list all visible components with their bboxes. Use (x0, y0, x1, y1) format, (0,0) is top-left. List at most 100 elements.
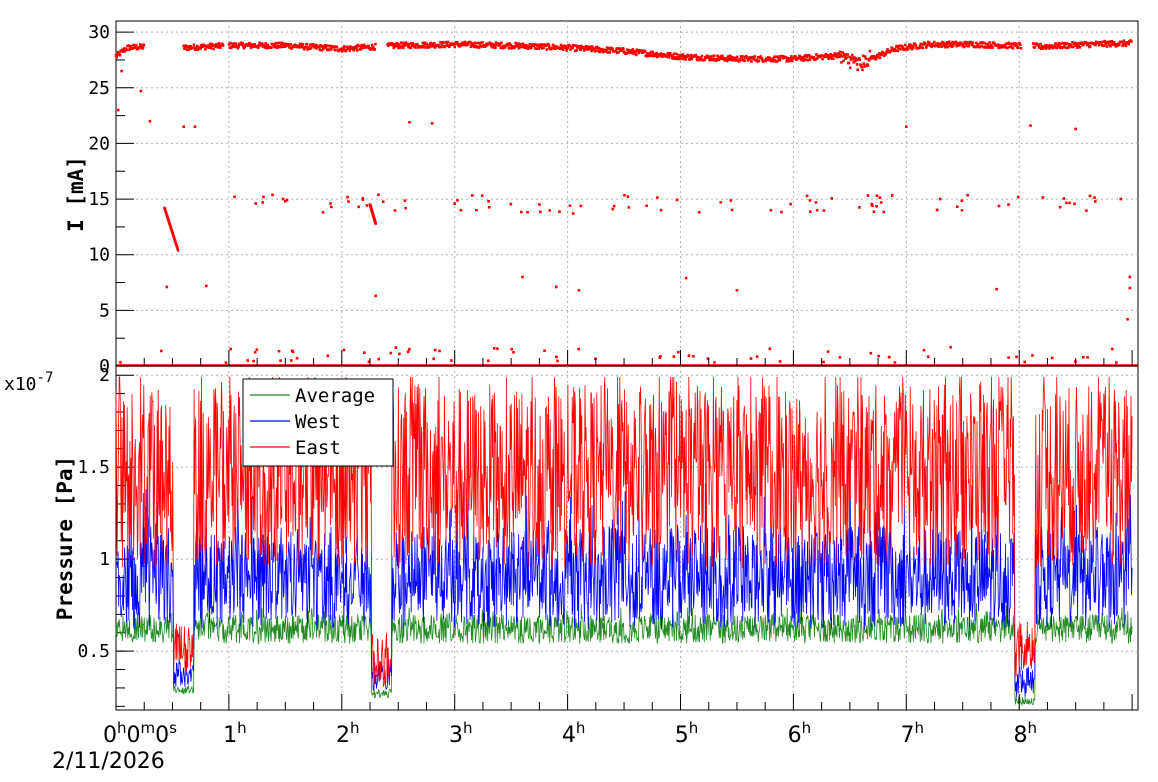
current-point (328, 45, 332, 48)
current-point (926, 43, 929, 47)
current-point (453, 45, 456, 49)
time-axis-ticks (115, 350, 1133, 710)
current-point (469, 45, 473, 49)
current-point (855, 58, 858, 62)
current-point (622, 47, 625, 51)
current-decay-point (172, 236, 176, 239)
current-point (856, 68, 860, 72)
current-point (1013, 44, 1017, 47)
current-low-point (1031, 354, 1034, 357)
current-point (249, 46, 253, 49)
current-point (569, 48, 572, 52)
current-point (233, 45, 237, 49)
current-point (1040, 45, 1044, 48)
current-point (547, 44, 551, 47)
current-mid-point (321, 211, 325, 214)
current-point (539, 43, 543, 46)
current-mid-point (656, 196, 659, 199)
current-low-point (432, 357, 435, 361)
current-point (1055, 46, 1059, 50)
current-mid-point (1093, 196, 1096, 199)
current-point (214, 45, 217, 49)
current-point (678, 57, 681, 61)
current-point (584, 44, 588, 48)
current-point (566, 46, 570, 50)
current-mid-point (475, 208, 478, 212)
current-mid-point (1041, 196, 1045, 199)
current-point (589, 47, 593, 51)
current-point (250, 43, 253, 47)
current-point (121, 48, 125, 52)
current-point (332, 45, 336, 49)
current-point (191, 46, 195, 49)
current-point (460, 43, 463, 46)
current-point (643, 49, 647, 53)
current-low-point (438, 349, 441, 353)
current-point (440, 43, 444, 46)
current-outlier-point (374, 294, 377, 298)
current-point (826, 54, 830, 57)
current-point (1059, 42, 1063, 46)
current-point (985, 42, 988, 46)
current-point (492, 43, 495, 46)
current-point (1071, 41, 1074, 44)
current-point (696, 55, 700, 59)
time-value: 1 (223, 723, 237, 748)
current-point (1065, 46, 1068, 50)
current-point (676, 56, 680, 59)
time-tick-label: 0h0m0s (103, 719, 177, 748)
current-point (918, 44, 922, 48)
current-point (409, 46, 412, 50)
current-point (445, 41, 448, 45)
current-point (706, 54, 709, 58)
current-point (1008, 42, 1012, 46)
current-low-point (326, 354, 330, 358)
current-point (294, 44, 298, 47)
current-point (626, 51, 630, 54)
current-point (860, 65, 864, 69)
current-point (660, 53, 663, 56)
current-low-point (672, 355, 676, 358)
current-point (216, 45, 219, 49)
current-point (616, 47, 620, 50)
current-point (472, 43, 475, 47)
current-point (211, 44, 215, 47)
current-point (608, 51, 612, 54)
current-point (815, 53, 818, 56)
current-point (605, 46, 609, 49)
current-point (872, 54, 876, 58)
current-mid-point (1065, 201, 1068, 205)
current-point (931, 42, 935, 46)
current-point (836, 55, 839, 58)
current-mid-point (1007, 203, 1010, 206)
current-point (874, 57, 878, 61)
current-point (667, 56, 671, 59)
current-point (656, 54, 660, 58)
current-point (233, 42, 236, 45)
current-mid-point (519, 210, 523, 214)
current-point (1096, 41, 1100, 44)
current-point (926, 40, 930, 44)
current-point (960, 43, 964, 46)
current-mid-point (966, 193, 969, 197)
current-point (485, 42, 488, 46)
current-point (240, 41, 243, 45)
time-unit-superscript: h (1027, 719, 1037, 737)
current-point (708, 58, 712, 62)
current-decay-point (170, 230, 174, 234)
current-low-point (492, 347, 496, 350)
current-point (797, 56, 801, 60)
current-point (971, 41, 975, 45)
current-point (1085, 41, 1089, 45)
current-point (967, 44, 971, 48)
current-point (889, 49, 893, 53)
current-point (252, 45, 256, 48)
current-point (641, 51, 644, 54)
current-point (984, 46, 988, 49)
current-point (583, 48, 587, 51)
current-point (790, 59, 794, 63)
current-point (559, 47, 562, 51)
current-mid-point (830, 197, 833, 200)
current-point (733, 56, 737, 60)
current-mid-point (875, 194, 879, 198)
